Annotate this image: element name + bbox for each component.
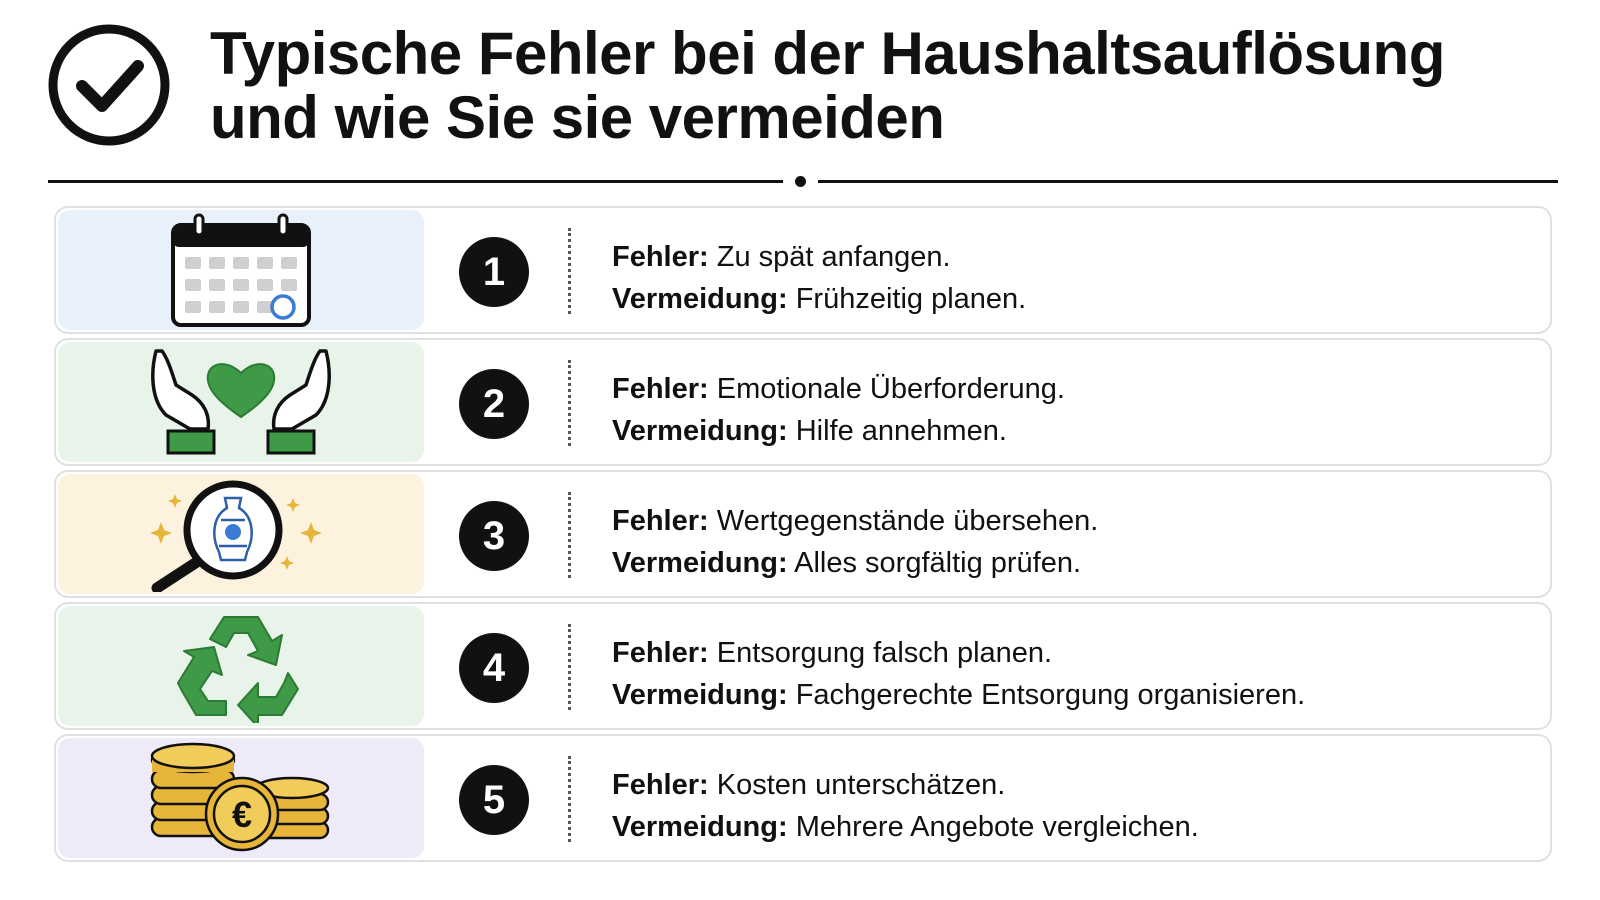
fehler-label: Fehler: (612, 637, 709, 669)
title-line-1: Typische Fehler bei der Haushaltsauflösu… (210, 20, 1445, 87)
fehler-label: Fehler: (612, 769, 709, 801)
vermeidung-text: Mehrere Angebote vergleichen. (787, 811, 1199, 843)
hands-heart-icon (151, 349, 331, 455)
vermeidung-label: Vermeidung: (612, 283, 788, 315)
fehler-text: Wertgegenstände übersehen. (708, 505, 1099, 537)
fehler-text: Zu spät anfangen. (708, 241, 951, 273)
header: Typische Fehler bei der Haushaltsauflösu… (48, 22, 1558, 152)
item-texts: Fehler: Wertgegenstände übersehen. Verme… (612, 500, 1098, 584)
calendar-icon (171, 213, 311, 327)
list-item: 1 Fehler: Zu spät anfangen. Vermeidung: … (54, 206, 1552, 334)
fehler-label: Fehler: (612, 241, 709, 273)
vermeidung-label: Vermeidung: (612, 679, 788, 711)
check-circle-icon (48, 24, 170, 146)
item-texts: Fehler: Entsorgung falsch planen. Vermei… (612, 632, 1305, 716)
title-divider (48, 175, 1558, 187)
fehler-line: Fehler: Wertgegenstände übersehen. (612, 500, 1098, 542)
dotted-separator (568, 228, 571, 314)
step-number-badge: 5 (459, 765, 529, 835)
dotted-separator (568, 624, 571, 710)
list-item: 4 Fehler: Entsorgung falsch planen. Verm… (54, 602, 1552, 730)
mistakes-list: 1 Fehler: Zu spät anfangen. Vermeidung: … (54, 206, 1552, 866)
icon-panel (58, 606, 424, 726)
vermeidung-text: Fachgerechte Entsorgung organisieren. (787, 679, 1306, 711)
vermeidung-text: Alles sorgfältig prüfen. (787, 547, 1082, 579)
fehler-text: Entsorgung falsch planen. (708, 637, 1053, 669)
vermeidung-text: Hilfe annehmen. (787, 415, 1007, 447)
icon-panel: € (58, 738, 424, 858)
fehler-line: Fehler: Entsorgung falsch planen. (612, 632, 1305, 674)
fehler-label: Fehler: (612, 505, 709, 537)
vermeidung-text: Frühzeitig planen. (787, 283, 1027, 315)
dotted-separator (568, 756, 571, 842)
step-number-badge: 1 (459, 237, 529, 307)
icon-panel (58, 342, 424, 462)
magnifier-vase-icon (150, 480, 322, 592)
vermeidung-label: Vermeidung: (612, 547, 788, 579)
vermeidung-line: Vermeidung: Fachgerechte Entsorgung orga… (612, 674, 1305, 716)
fehler-line: Fehler: Zu spät anfangen. (612, 236, 1026, 278)
vermeidung-line: Vermeidung: Hilfe annehmen. (612, 410, 1065, 452)
coins-euro-icon: € (150, 742, 330, 852)
vermeidung-line: Vermeidung: Mehrere Angebote vergleichen… (612, 806, 1199, 848)
fehler-line: Fehler: Emotionale Überforderung. (612, 368, 1065, 410)
dotted-separator (568, 492, 571, 578)
vermeidung-line: Vermeidung: Alles sorgfältig prüfen. (612, 542, 1098, 584)
icon-panel (58, 210, 424, 330)
svg-text:€: € (232, 794, 252, 835)
step-number-badge: 3 (459, 501, 529, 571)
fehler-text: Emotionale Überforderung. (708, 373, 1065, 405)
item-texts: Fehler: Emotionale Überforderung. Vermei… (612, 368, 1065, 452)
step-number-badge: 4 (459, 633, 529, 703)
list-item: € 5 Fehler: Kosten unterschätzen. Vermei… (54, 734, 1552, 862)
fehler-text: Kosten unterschätzen. (708, 769, 1006, 801)
item-texts: Fehler: Zu spät anfangen. Vermeidung: Fr… (612, 236, 1026, 320)
vermeidung-label: Vermeidung: (612, 811, 788, 843)
list-item: 3 Fehler: Wertgegenstände übersehen. Ver… (54, 470, 1552, 598)
icon-panel (58, 474, 424, 594)
list-item: 2 Fehler: Emotionale Überforderung. Verm… (54, 338, 1552, 466)
dotted-separator (568, 360, 571, 446)
title-line-2: und wie Sie sie vermeiden (210, 84, 945, 151)
page-title: Typische Fehler bei der Haushaltsauflösu… (210, 22, 1445, 150)
fehler-line: Fehler: Kosten unterschätzen. (612, 764, 1199, 806)
vermeidung-label: Vermeidung: (612, 415, 788, 447)
recycle-icon (177, 616, 299, 723)
item-texts: Fehler: Kosten unterschätzen. Vermeidung… (612, 764, 1199, 848)
vermeidung-line: Vermeidung: Frühzeitig planen. (612, 278, 1026, 320)
fehler-label: Fehler: (612, 373, 709, 405)
step-number-badge: 2 (459, 369, 529, 439)
